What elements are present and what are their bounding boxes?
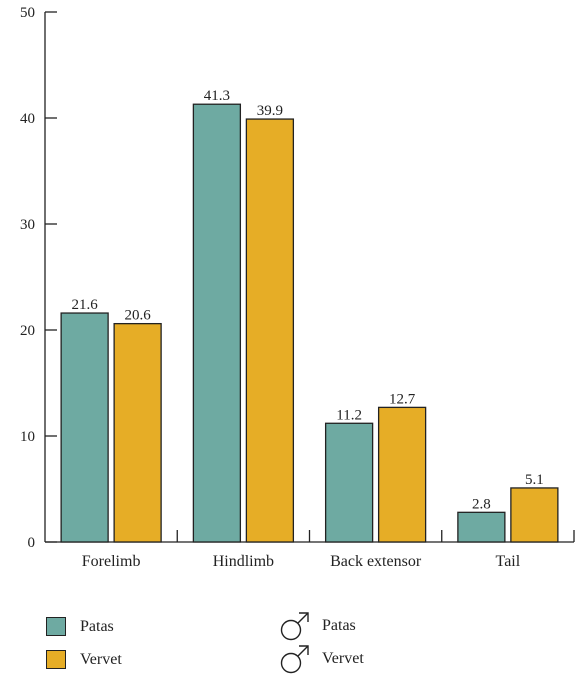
male-symbol-icon <box>280 645 309 674</box>
legend-swatch-vervet <box>46 650 66 669</box>
x-category-label: Forelimb <box>82 553 141 570</box>
labels: Forelimb 21.6 20.6 Hindlimb 41.3 39.9 Back ext… <box>72 88 544 570</box>
data-label: 41.3 <box>204 88 230 104</box>
y-tick-label: 40 <box>20 111 35 127</box>
bar-patas-forelimb <box>60 312 109 543</box>
y-tick-label: 10 <box>20 429 35 445</box>
data-label: 21.6 <box>72 297 99 313</box>
data-label: 12.7 <box>389 391 416 407</box>
bar-vervet-back-extensor <box>377 406 427 543</box>
y-tick-label: 30 <box>20 217 35 233</box>
y-tick-label: 20 <box>20 323 35 339</box>
legend-label: Patas <box>80 617 114 635</box>
x-category-label: Tail <box>496 553 521 570</box>
bar-chart: 0 10 20 30 40 50 Forelimb 21.6 20.6 Hindlimb 41.3… <box>20 5 575 570</box>
male-symbol-icon <box>280 612 309 641</box>
legend-item-vervet-swatch: Vervet <box>46 650 122 669</box>
x-category-label: Back extensor <box>330 553 422 570</box>
legend-label: Vervet <box>322 650 364 667</box>
bar-patas-back-extensor <box>324 422 374 543</box>
legend-item-male-vervet: Vervet <box>278 644 364 674</box>
data-label: 2.8 <box>472 496 491 512</box>
bar-vervet-forelimb <box>113 322 162 543</box>
data-label: 11.2 <box>336 407 362 423</box>
legend-swatch-patas <box>46 617 66 636</box>
legend-label: Vervet <box>80 650 122 668</box>
y-tick-label: 0 <box>28 535 36 551</box>
legend-item-male-patas: Patas <box>278 611 356 641</box>
bar-vervet-tail <box>510 487 559 543</box>
data-label: 39.9 <box>257 103 283 119</box>
legend: Patas Vervet Patas Vervet <box>0 605 578 675</box>
y-tick-label: 50 <box>20 5 35 21</box>
bars <box>60 103 559 543</box>
data-label: 20.6 <box>125 308 152 324</box>
bar-vervet-hindlimb <box>245 118 295 543</box>
legend-label: Patas <box>322 617 356 634</box>
bar-patas-tail <box>457 511 506 543</box>
bar-patas-hindlimb <box>192 103 242 543</box>
legend-item-patas-swatch: Patas <box>46 617 114 636</box>
data-label: 5.1 <box>525 472 544 488</box>
x-category-label: Hindlimb <box>213 553 274 570</box>
